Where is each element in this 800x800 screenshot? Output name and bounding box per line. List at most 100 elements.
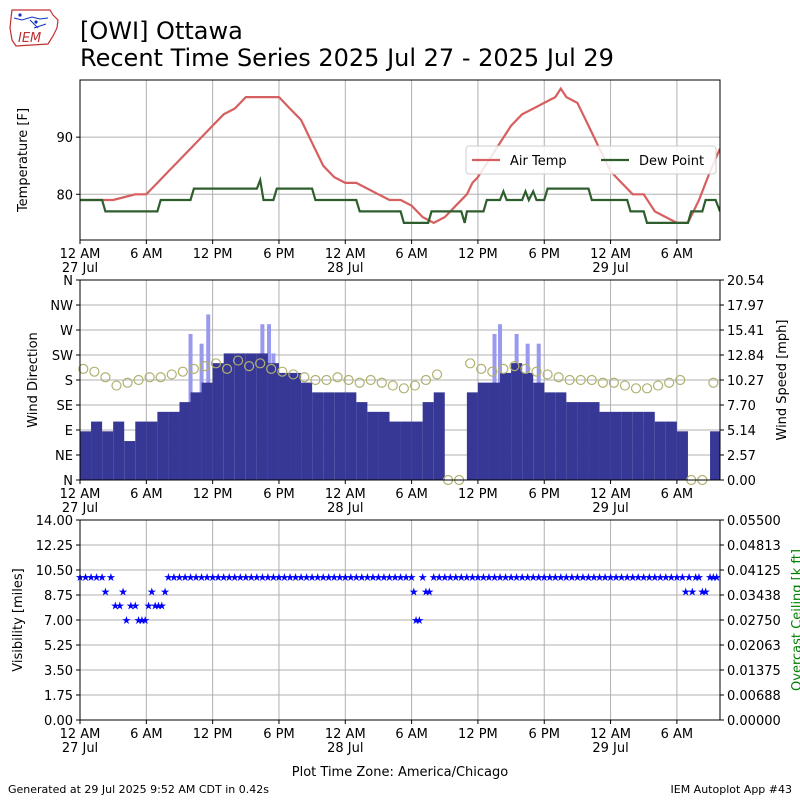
speed-tick-label: 7.70	[727, 399, 756, 414]
page-title: [OWI] Ottawa	[80, 17, 243, 45]
temp-tick-label: 90	[56, 131, 73, 146]
visibility-marker: ★	[144, 600, 154, 613]
date-label: 27 Jul	[62, 741, 98, 756]
wind-speed-bar	[710, 431, 720, 480]
wind-speed-bar	[610, 411, 622, 480]
visibility-marker: ★	[169, 571, 179, 584]
wind-direction-axis-label: Wind Direction	[26, 332, 41, 428]
wind-direction-marker	[133, 374, 144, 386]
temp-axis-label: Temperature [F]	[16, 108, 31, 213]
visibility-marker: ★	[440, 571, 450, 584]
wind-speed-bar	[500, 372, 512, 480]
visibility-marker: ★	[230, 571, 240, 584]
wind-speed-bar	[378, 411, 390, 480]
speed-tick-label: 0.00	[727, 474, 756, 489]
time-tick-label: 12 AM	[325, 247, 366, 262]
iem-logo: IEM	[6, 6, 64, 50]
wind-direction-marker	[465, 358, 476, 369]
wind-direction-marker	[111, 380, 122, 391]
wind-speed-bar	[212, 363, 224, 480]
vis-tick-label: 12.25	[36, 539, 73, 554]
visibility-marker: ★	[291, 571, 301, 584]
wind-speed-bar	[599, 411, 611, 480]
wind-speed-bar	[676, 431, 688, 480]
visibility-marker: ★	[697, 585, 707, 598]
visibility-marker: ★	[712, 571, 722, 584]
time-tick-label: 6 PM	[263, 727, 294, 742]
visibility-marker: ★	[622, 571, 632, 584]
wind-direction-marker	[664, 377, 675, 388]
dir-tick-label: SE	[57, 399, 73, 414]
visibility-marker: ★	[246, 571, 256, 584]
legend-box	[465, 145, 717, 175]
wind-speed-bar	[234, 353, 246, 480]
visibility-marker: ★	[324, 571, 334, 584]
visibility-marker: ★	[362, 571, 372, 584]
wind-speed-bar	[555, 392, 567, 480]
visibility-marker: ★	[600, 571, 610, 584]
visibility-marker: ★	[115, 600, 125, 613]
visibility-marker: ★	[191, 571, 201, 584]
wind-speed-bar	[433, 392, 445, 480]
wind-direction-marker	[199, 361, 211, 372]
wind-direction-marker	[708, 377, 719, 388]
visibility-marker: ★	[121, 614, 131, 627]
vis-tick-label: 5.25	[44, 639, 73, 654]
ceiling-tick-label: 0.03438	[727, 589, 781, 604]
wind-speed-bar	[422, 402, 434, 480]
vis-tick-label: 14.00	[36, 514, 73, 529]
wind-direction-marker	[398, 383, 409, 394]
wind-direction-marker	[586, 374, 597, 386]
wind-direction-marker	[354, 377, 365, 388]
visibility-marker: ★	[110, 600, 120, 613]
visibility-marker: ★	[390, 571, 400, 584]
wind-speed-bar	[179, 402, 191, 480]
wind-direction-marker	[376, 377, 387, 388]
wind-direction-marker	[78, 363, 89, 374]
visibility-marker: ★	[154, 600, 164, 613]
visibility-marker: ★	[81, 571, 91, 584]
visibility-marker: ★	[429, 571, 439, 584]
series-line-dew-point	[80, 175, 720, 224]
visibility-marker: ★	[644, 571, 654, 584]
wind-direction-marker	[653, 380, 664, 391]
visibility-marker: ★	[296, 571, 306, 584]
visibility-marker: ★	[263, 571, 273, 584]
visibility-marker: ★	[118, 585, 128, 598]
wind-direction-marker	[100, 372, 111, 383]
visibility-marker: ★	[313, 571, 323, 584]
visibility-marker: ★	[175, 571, 185, 584]
panel-frame-1	[79, 79, 721, 241]
visibility-marker: ★	[484, 571, 494, 584]
wind-direction-marker	[255, 358, 266, 369]
time-tick-label: 12 PM	[193, 727, 233, 742]
visibility-marker: ★	[302, 571, 312, 584]
ceiling-tick-label: 0.00000	[727, 714, 781, 729]
visibility-marker: ★	[197, 571, 207, 584]
visibility-marker: ★	[106, 571, 116, 584]
visibility-marker: ★	[235, 571, 245, 584]
time-tick-label: 12 AM	[325, 727, 366, 742]
wind-speed-bar	[301, 382, 313, 480]
time-tick-label: 12 PM	[193, 487, 233, 502]
visibility-marker: ★	[213, 571, 223, 584]
temperature-legend: Air Temp Dew Point	[465, 145, 717, 175]
legend-label: Dew Point	[639, 154, 704, 169]
time-tick-label: 6 AM	[130, 247, 163, 262]
visibility-marker: ★	[655, 571, 665, 584]
wind-direction-marker	[431, 369, 443, 380]
visibility-marker: ★	[445, 571, 455, 584]
wind-direction-marker	[387, 380, 398, 391]
visibility-marker: ★	[257, 571, 267, 584]
visibility-marker: ★	[126, 600, 136, 613]
wind-direction-marker	[166, 369, 177, 380]
visibility-marker: ★	[701, 585, 711, 598]
visibility-marker: ★	[661, 571, 671, 584]
time-tick-label: 12 PM	[458, 247, 498, 262]
ceiling-tick-label: 0.02063	[727, 639, 781, 654]
visibility-marker: ★	[691, 571, 701, 584]
wind-speed-bar	[533, 382, 545, 480]
date-label: 28 Jul	[327, 501, 363, 516]
visibility-marker: ★	[578, 571, 588, 584]
visibility-marker: ★	[534, 571, 544, 584]
